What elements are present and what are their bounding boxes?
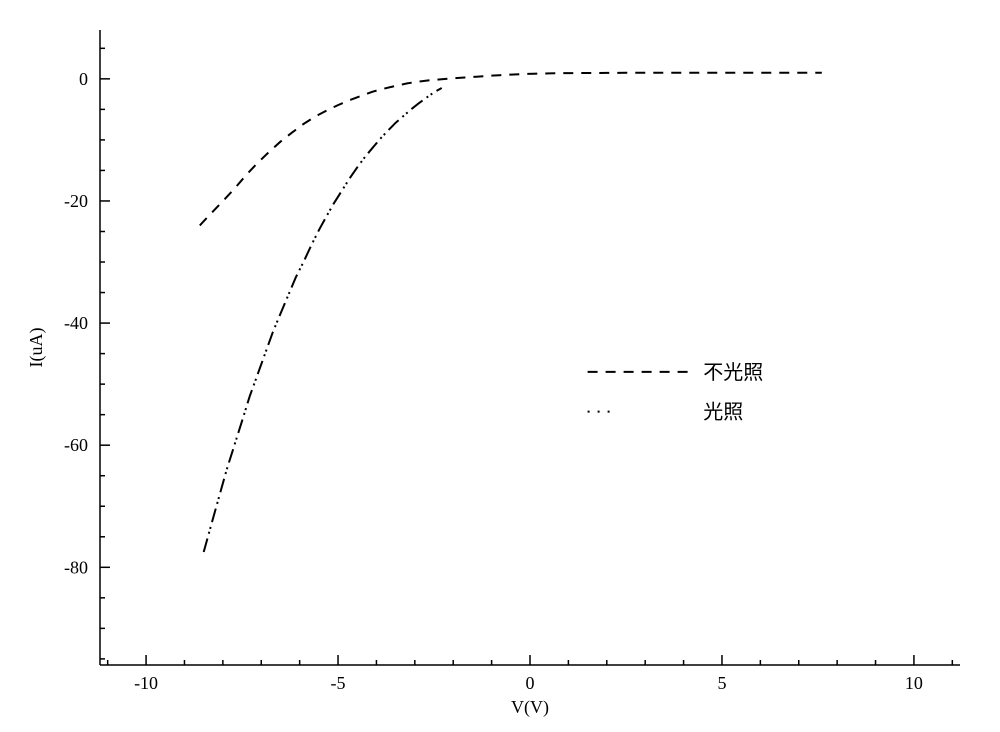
x-tick-label: 0 — [526, 673, 535, 693]
y-axis-label: I(uA) — [26, 328, 47, 368]
x-tick-label: -10 — [134, 673, 158, 693]
iv-curve-chart: -10 -5 0 5 10 V(V) 0 -20 -40 -60 -80 I(uA) 不光照光照 — [0, 0, 1000, 732]
y-tick-label: -60 — [64, 435, 88, 455]
x-tick-label: 5 — [717, 673, 726, 693]
legend-label-0: 不光照 — [703, 361, 763, 384]
y-tick-label: -40 — [64, 313, 88, 333]
x-tick-label: -5 — [331, 673, 346, 693]
series-1 — [204, 88, 442, 552]
chart-container: -10 -5 0 5 10 V(V) 0 -20 -40 -60 -80 I(uA) 不光照光照 — [0, 0, 1000, 732]
legend-label-1: 光照 — [703, 401, 743, 424]
y-tick-label: -20 — [64, 191, 88, 211]
x-axis-label: V(V) — [511, 697, 549, 718]
series-0 — [200, 73, 822, 226]
y-tick-label: 0 — [79, 69, 88, 89]
y-tick-label: -80 — [64, 557, 88, 577]
x-tick-label: 10 — [905, 673, 923, 693]
